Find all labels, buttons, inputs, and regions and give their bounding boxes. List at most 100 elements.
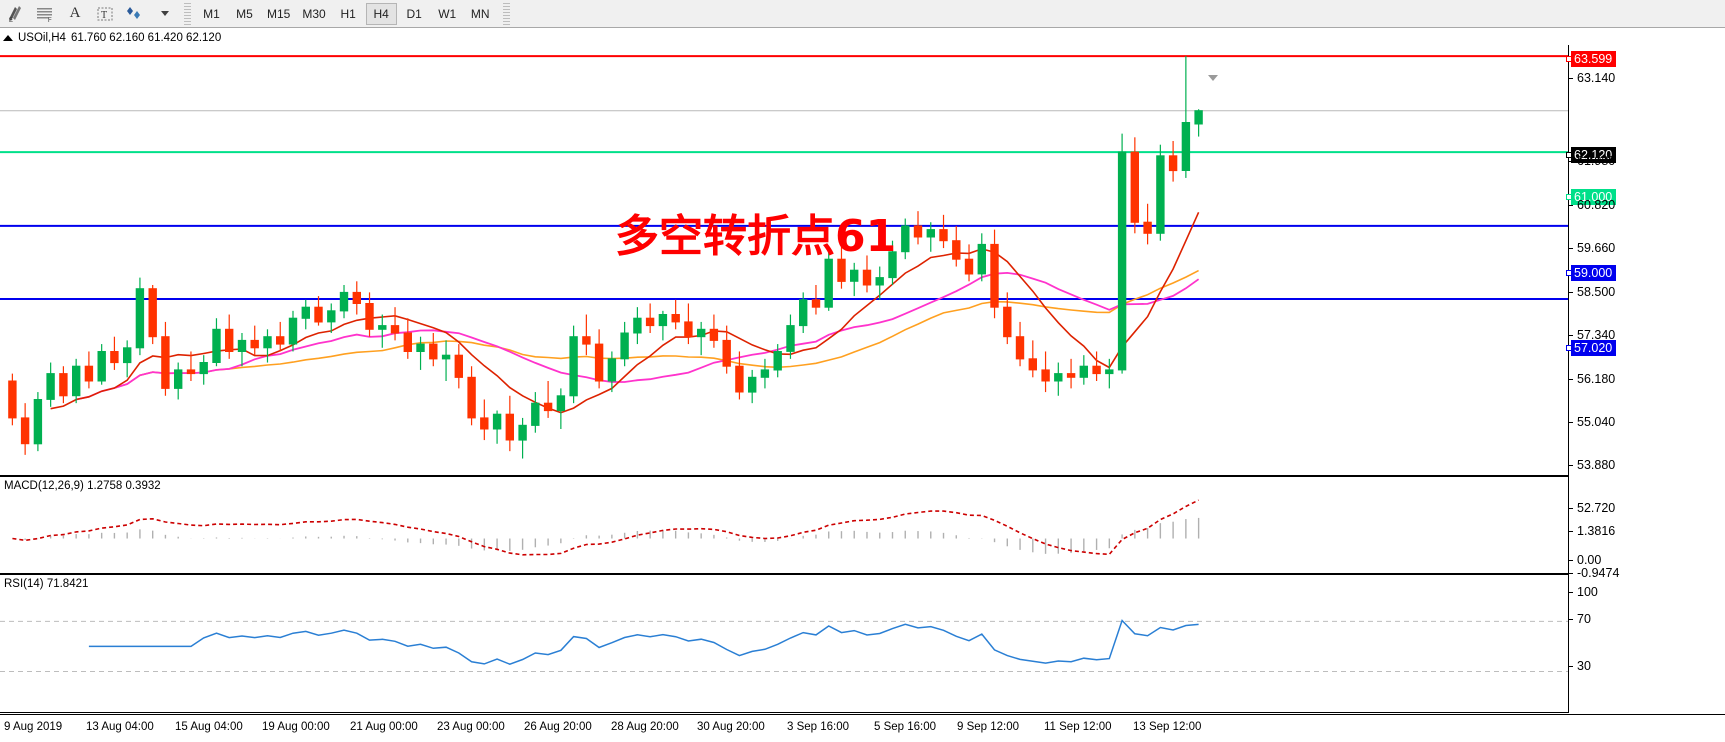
toolbar-dropdown-caret[interactable]: [150, 1, 180, 27]
candle: [556, 388, 566, 429]
rsi-pane[interactable]: RSI(14) 71.8421: [0, 577, 1568, 713]
candle: [607, 351, 617, 393]
axis-price-badge[interactable]: 59.000: [1571, 265, 1617, 281]
candle: [288, 310, 298, 352]
candle: [862, 255, 872, 293]
axis-price-label: 30: [1577, 659, 1591, 673]
axis-price-badge[interactable]: 63.599: [1571, 51, 1617, 67]
crosshair-e-icon[interactable]: E: [0, 1, 30, 27]
time-axis-label: 23 Aug 00:00: [437, 721, 505, 733]
price-axis[interactable]: 63.599 63.140 62.120 61.980 61.000 60.820 59.6…: [1566, 45, 1725, 713]
candle: [1041, 351, 1050, 393]
text-a-icon[interactable]: A: [69, 5, 81, 21]
timeframe-d1[interactable]: D1: [406, 6, 422, 21]
axis-price-badge[interactable]: 61.000: [1571, 189, 1617, 205]
time-axis[interactable]: 9 Aug 2019 13 Aug 04:00 15 Aug 04:00 19 Aug…: [0, 714, 1725, 742]
candle: [1079, 355, 1088, 385]
candle: [20, 403, 30, 455]
rsi-title: RSI(14) 71.8421: [4, 578, 89, 590]
chart-scroll-caret-icon[interactable]: [1208, 75, 1218, 81]
candle: [1168, 141, 1178, 182]
axis-price-label: 63.140: [1577, 71, 1616, 85]
candle: [811, 285, 821, 315]
candle: [72, 358, 81, 404]
grid-f-icon[interactable]: F: [30, 1, 60, 27]
axis-tick: [1569, 422, 1573, 423]
candle: [110, 336, 119, 370]
axis-price-badge[interactable]: 62.120: [1571, 147, 1617, 163]
objects-icon[interactable]: [120, 1, 150, 27]
candle: [8, 373, 17, 426]
candle: [1156, 144, 1165, 241]
candle: [161, 321, 170, 396]
candle: [403, 318, 413, 359]
timeframe-m15[interactable]: M15: [267, 6, 291, 21]
candle: [441, 340, 451, 381]
candle: [1066, 358, 1076, 389]
candle: [492, 410, 502, 444]
axis-anchor-handle[interactable]: [1566, 270, 1572, 276]
candle: [990, 229, 999, 319]
candle: [390, 307, 400, 341]
axis-tick: [1569, 531, 1573, 532]
axis-anchor-handle[interactable]: [1566, 56, 1572, 62]
axis-price-label: 100: [1577, 585, 1598, 599]
axis-tick: [1569, 78, 1573, 79]
candle: [748, 369, 757, 404]
candle: [543, 381, 553, 418]
price-pane[interactable]: 多空转折点61: [0, 45, 1568, 477]
axis-price-label: 1.3816: [1577, 524, 1616, 538]
svg-text:E: E: [9, 18, 13, 23]
chart-container[interactable]: 多空转折点61 MACD(12,26,9) 1.2758 0.3932 RSI(…: [0, 45, 1725, 742]
candle: [926, 222, 935, 252]
text-label-icon[interactable]: T: [90, 1, 120, 27]
time-axis-label: 19 Aug 00:00: [262, 721, 330, 733]
candle: [913, 211, 923, 245]
time-axis-label: 28 Aug 20:00: [611, 721, 679, 733]
time-axis-label: 30 Aug 20:00: [697, 721, 765, 733]
candle: [594, 329, 604, 389]
candle: [786, 314, 795, 359]
axis-tick: [1569, 666, 1573, 667]
timeframe-w1[interactable]: W1: [438, 6, 457, 21]
axis-price-badge[interactable]: 57.020: [1571, 340, 1617, 356]
axis-anchor-handle[interactable]: [1566, 152, 1572, 158]
timeframe-mn[interactable]: MN: [470, 6, 490, 21]
candle: [416, 336, 425, 370]
candle: [276, 321, 285, 352]
candle: [658, 310, 668, 341]
candle: [135, 277, 145, 356]
candle: [199, 355, 208, 385]
symbol-quote-line: USOil,H4 61.760 62.160 61.420 62.120: [0, 30, 1725, 45]
timeframe-h4[interactable]: H4: [365, 2, 397, 25]
axis-tick: [1569, 161, 1573, 162]
candle: [314, 296, 323, 326]
moving-average-line: [114, 269, 1199, 389]
macd-pane[interactable]: MACD(12,26,9) 1.2758 0.3932: [0, 479, 1568, 575]
timeframe-m5[interactable]: M5: [236, 6, 253, 21]
chart-annotation-text: 多空转折点61: [615, 211, 897, 262]
candle: [59, 366, 68, 404]
axis-anchor-handle[interactable]: [1566, 194, 1572, 200]
candle: [901, 218, 910, 260]
timeframe-h1[interactable]: H1: [340, 6, 356, 21]
timeframe-m1[interactable]: M1: [203, 6, 220, 21]
axis-tick: [1569, 508, 1573, 509]
candle: [722, 325, 731, 374]
candle: [263, 329, 272, 363]
axis-anchor-handle[interactable]: [1566, 345, 1572, 351]
candle: [952, 225, 961, 267]
timeframe-m30[interactable]: M30: [302, 6, 326, 21]
collapse-triangle-icon[interactable]: [3, 34, 13, 41]
axis-price-label: 70: [1577, 612, 1591, 626]
candle: [1092, 351, 1101, 381]
candle: [1117, 133, 1127, 374]
candle: [1143, 203, 1152, 245]
time-axis-label: 11 Sep 12:00: [1044, 721, 1112, 733]
candle: [1015, 321, 1025, 367]
candle: [735, 351, 744, 400]
candle: [467, 366, 476, 426]
symbol-label: USOil,H4: [18, 31, 66, 44]
candle: [174, 362, 183, 400]
macd-main-line: [12, 499, 1199, 556]
